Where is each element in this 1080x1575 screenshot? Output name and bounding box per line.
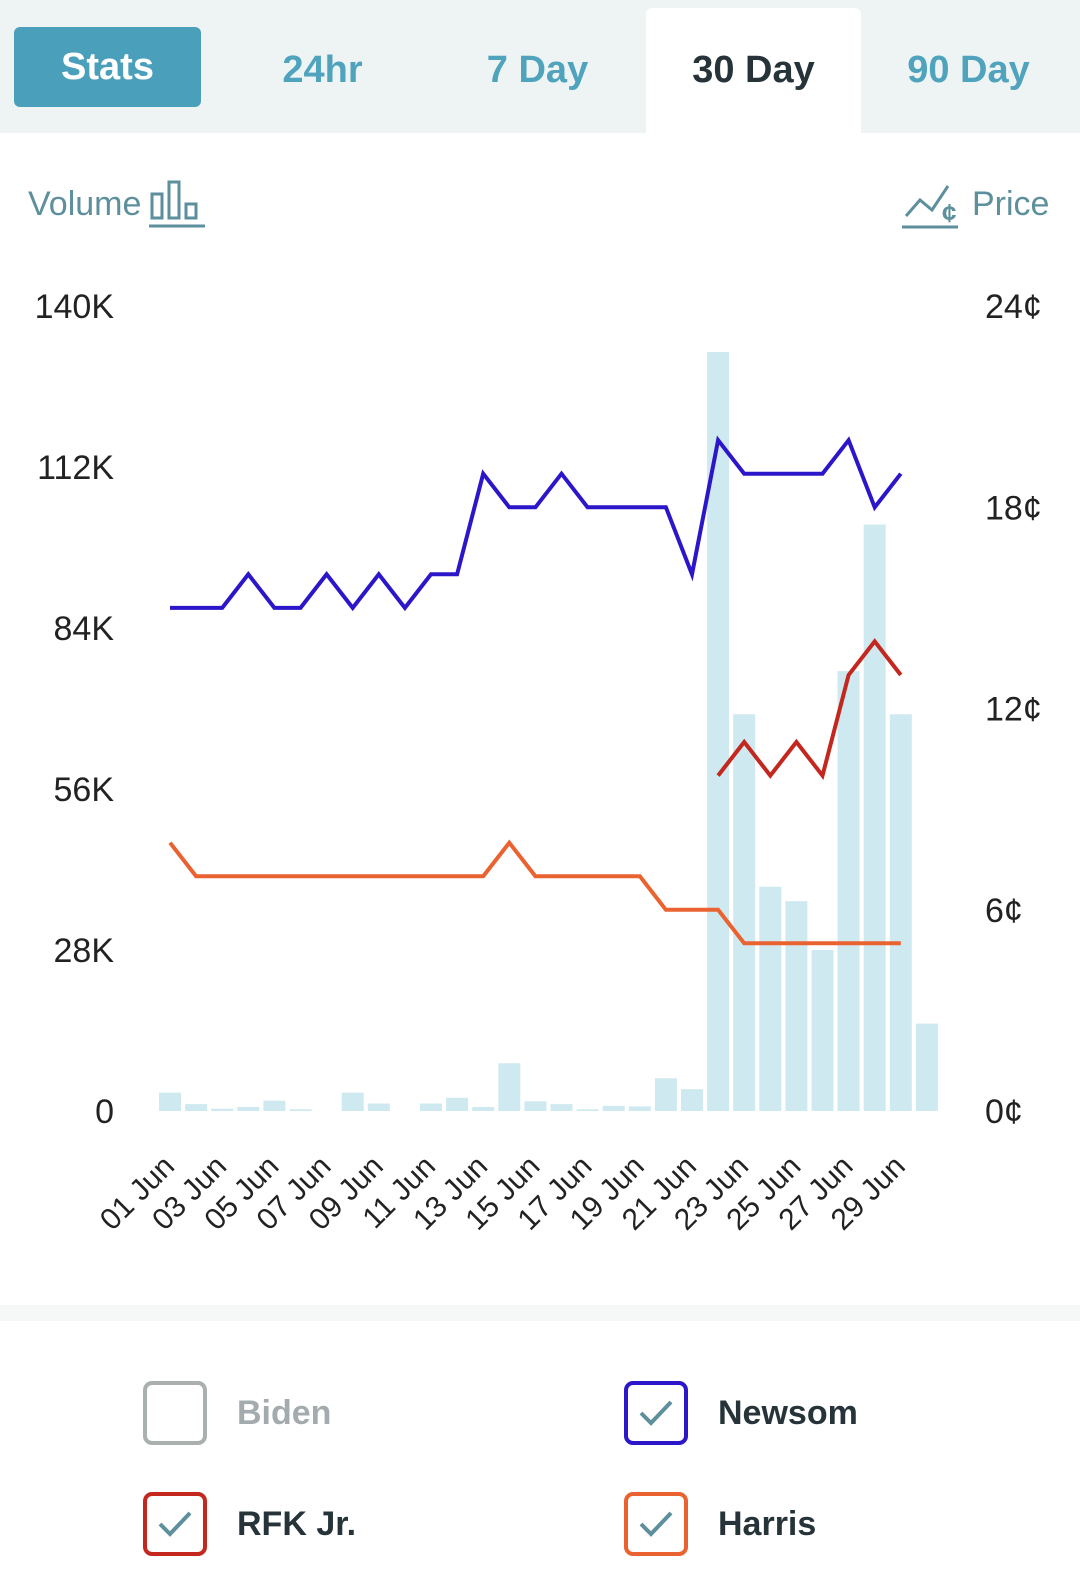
left-axis-tick: 140K <box>35 288 115 326</box>
volume-bar <box>576 1109 599 1111</box>
left-axis-tick: 28K <box>54 932 115 970</box>
volume-bar <box>707 352 730 1111</box>
line-chart-cent-icon: ¢ <box>902 185 958 229</box>
volume-bar <box>915 1023 938 1111</box>
checkbox-newsom[interactable] <box>624 1381 688 1445</box>
checkbox-rfk[interactable] <box>143 1492 207 1556</box>
volume-toggle[interactable]: Volume <box>28 178 207 230</box>
tab-24hr[interactable]: 24hr <box>282 49 363 91</box>
price-label: Price <box>972 184 1050 223</box>
volume-bar <box>237 1106 260 1111</box>
checkbox-harris[interactable] <box>624 1492 688 1556</box>
volume-bar <box>811 950 834 1111</box>
check-icon <box>158 1511 192 1537</box>
legend-label-newsom: Newsom <box>718 1393 858 1432</box>
volume-bar <box>211 1108 234 1111</box>
volume-bar <box>159 1092 181 1111</box>
left-axis-tick: 84K <box>54 610 115 648</box>
volume-bar <box>341 1092 364 1111</box>
legend-divider <box>0 1305 1080 1321</box>
volume-bar <box>889 714 912 1111</box>
check-icon <box>639 1400 673 1426</box>
check-icon <box>639 1511 673 1537</box>
volume-bar <box>654 1078 677 1111</box>
svg-text:¢: ¢ <box>942 198 956 228</box>
price-toggle[interactable]: ¢ Price <box>902 178 1049 230</box>
volume-bar <box>524 1101 547 1111</box>
volume-bar <box>263 1100 286 1111</box>
legend-item-harris[interactable]: Harris <box>624 1492 816 1556</box>
volume-bar <box>733 714 756 1111</box>
volume-bar <box>446 1097 469 1111</box>
volume-bar <box>785 901 808 1111</box>
volume-bar <box>628 1106 651 1111</box>
volume-bar <box>759 886 782 1111</box>
volume-bar <box>681 1089 703 1111</box>
right-axis-tick: 6¢ <box>985 892 1023 930</box>
timeframe-tabbar: Stats 24hr 7 Day 30 Day 90 Day <box>0 0 1080 133</box>
right-axis-tick: 18¢ <box>985 489 1042 527</box>
left-axis-tick: 56K <box>54 771 115 809</box>
volume-bar <box>498 1063 521 1111</box>
tab-30-day[interactable]: 30 Day <box>646 8 861 133</box>
legend-item-rfk[interactable]: RFK Jr. <box>143 1492 356 1556</box>
left-axis-tick: 112K <box>37 449 114 487</box>
volume-bar <box>367 1103 390 1111</box>
checkbox-biden[interactable] <box>143 1381 207 1445</box>
legend-label-biden: Biden <box>237 1393 332 1432</box>
right-axis-tick: 24¢ <box>985 288 1042 326</box>
price-line-newsom <box>170 435 903 612</box>
legend-label-rfk: RFK Jr. <box>237 1504 357 1543</box>
price-line-harris <box>168 839 901 946</box>
price-line-rfk-jr <box>716 638 903 781</box>
volume-bar <box>837 671 860 1111</box>
left-axis-tick: 0 <box>95 1093 114 1131</box>
right-axis-tick: 12¢ <box>985 691 1042 729</box>
volume-bar <box>420 1103 442 1111</box>
right-axis-tick: 0¢ <box>985 1093 1023 1131</box>
volume-bar <box>289 1109 312 1111</box>
tab-7-day[interactable]: 7 Day <box>486 49 589 91</box>
legend-label-harris: Harris <box>718 1504 817 1543</box>
tab-90-day[interactable]: 90 Day <box>907 49 1030 91</box>
volume-bar <box>863 524 886 1111</box>
volume-bar <box>602 1105 625 1111</box>
volume-label: Volume <box>28 184 142 223</box>
volume-bar <box>472 1106 495 1111</box>
volume-bar <box>550 1104 573 1111</box>
bar-chart-icon <box>149 180 206 228</box>
legend-item-biden[interactable]: Biden <box>143 1381 331 1445</box>
legend-item-newsom[interactable]: Newsom <box>624 1381 858 1445</box>
tab-stats[interactable]: Stats <box>14 27 201 107</box>
volume-bar <box>185 1104 208 1111</box>
